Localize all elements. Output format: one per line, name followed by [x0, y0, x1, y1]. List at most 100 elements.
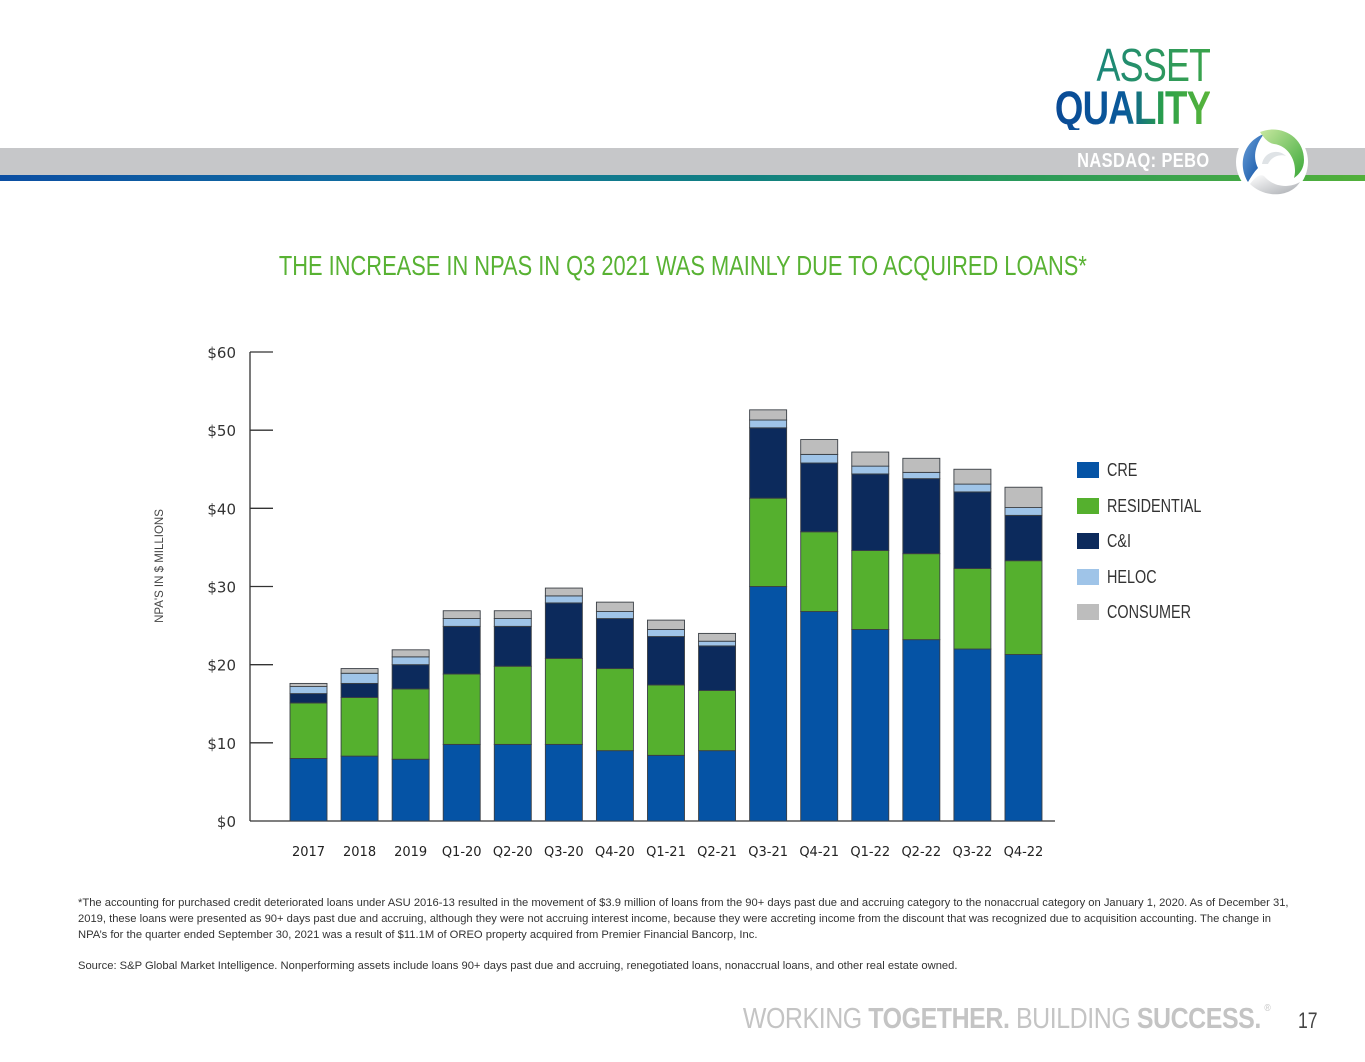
bar-segment-consumer-q4-21 — [800, 439, 839, 455]
x-axis-labels: 2017 2018 2019 Q1-20 Q2-20 Q3-20 Q4-20 Q1-21 Q2-… — [292, 845, 1043, 860]
legend-swatch-heloc — [1077, 568, 1099, 585]
bar-segment-consumer-q3-21 — [749, 409, 788, 421]
bar-segment-heloc-2018 — [340, 672, 379, 684]
bar-stack-q3-20 — [544, 587, 583, 822]
bar-segment-heloc-2019 — [391, 656, 430, 666]
bar-segment-residential-q4-20 — [595, 668, 634, 752]
bar-segment-cre-q3-22 — [953, 648, 992, 822]
bar-segment-cre-q1-20 — [442, 743, 481, 822]
bar-segment-cre-q1-22 — [851, 629, 890, 822]
section-title-line2: QUALITY — [1054, 81, 1211, 135]
bar-segment-consumer-2018 — [340, 668, 379, 674]
bar-segment-ci-q4-21 — [800, 462, 839, 533]
legend-swatch-ci — [1077, 533, 1099, 549]
ticker-label: NASDAQ: PEBO — [1077, 150, 1210, 172]
section-title-line1: ASSET — [1055, 42, 1211, 88]
bar-segment-residential-q3-21 — [749, 497, 788, 587]
bar-segment-ci-q1-22 — [851, 473, 890, 551]
bar-stack-q4-20 — [595, 601, 634, 822]
bar-segment-residential-q3-20 — [544, 657, 583, 745]
bar-segment-heloc-q1-22 — [851, 465, 890, 475]
bar-stack-q2-22 — [902, 457, 941, 822]
bar-segment-residential-q4-22 — [1004, 560, 1043, 655]
bar-segment-heloc-q2-22 — [902, 471, 941, 480]
bar-segment-consumer-q2-21 — [698, 632, 737, 642]
legend-swatch-cre — [1077, 462, 1099, 478]
bar-segment-consumer-2019 — [391, 649, 430, 658]
bar-segment-residential-2019 — [391, 688, 430, 760]
bar-segment-residential-q2-21 — [698, 690, 737, 752]
bar-segment-consumer-q4-20 — [595, 601, 634, 612]
bar-segment-heloc-q4-22 — [1004, 507, 1043, 516]
bar-stack-q4-21 — [800, 439, 839, 822]
y-tick-label: $10 — [207, 735, 236, 753]
bar-segment-residential-q1-20 — [442, 673, 481, 745]
legend-label-cre: CRE — [1107, 460, 1138, 480]
bar-segment-consumer-q1-21 — [647, 619, 685, 630]
legend-label-ci: C&I — [1107, 531, 1132, 551]
x-tick-label: Q1-21 — [646, 845, 686, 860]
bar-segment-ci-q3-21 — [749, 427, 788, 499]
bar-segment-heloc-q1-20 — [442, 618, 481, 627]
x-tick-label: 2018 — [343, 845, 376, 860]
bar-segment-heloc-q3-21 — [749, 419, 788, 429]
x-tick-label: Q3-22 — [953, 845, 993, 860]
bar-stack-q1-21 — [647, 619, 685, 822]
bar-stack-q3-21 — [749, 409, 788, 822]
bar-segment-heloc-q2-21 — [698, 640, 737, 647]
legend-swatch-residential — [1077, 497, 1099, 514]
bar-segment-residential-2018 — [340, 697, 379, 757]
bar-segment-cre-q1-21 — [647, 754, 685, 822]
bar-segment-consumer-2017 — [289, 682, 328, 688]
footnote-text: *The accounting for purchased credit det… — [78, 897, 1289, 941]
bar-segment-heloc-q2-20 — [493, 618, 532, 627]
bar-segment-residential-q4-21 — [800, 531, 839, 612]
x-tick-label: Q1-22 — [850, 845, 890, 860]
bar-segment-cre-q2-20 — [493, 743, 532, 822]
bar-segment-consumer-q2-20 — [493, 610, 532, 619]
bar-segment-heloc-q3-22 — [953, 483, 992, 493]
bar-stack-q2-21 — [698, 632, 737, 822]
bar-segment-ci-q1-21 — [647, 636, 685, 686]
y-axis-label: NPA'S IN $ MILLIONS — [154, 509, 166, 623]
y-tick-label: $60 — [207, 344, 236, 362]
bar-segment-cre-q4-20 — [595, 750, 634, 822]
bar-segment-ci-q2-22 — [902, 478, 941, 555]
y-tick-label: $50 — [207, 422, 236, 440]
bar-series — [289, 409, 1043, 822]
bar-segment-ci-q3-22 — [953, 491, 992, 569]
bar-segment-ci-q4-20 — [595, 618, 634, 670]
x-tick-label: Q2-22 — [901, 845, 941, 860]
footnote: *The accounting for purchased credit det… — [78, 895, 1298, 974]
bar-segment-ci-q3-20 — [544, 602, 583, 659]
legend-label-residential: RESIDENTIAL — [1107, 495, 1202, 516]
bar-segment-cre-q2-21 — [698, 750, 737, 822]
x-tick-label: Q2-20 — [493, 845, 533, 860]
bar-segment-cre-q3-20 — [544, 743, 583, 822]
legend-label-consumer: CONSUMER — [1107, 602, 1192, 622]
bar-stack-q3-22 — [953, 468, 992, 822]
registered-mark: ® — [1264, 1003, 1270, 1014]
x-tick-label: Q4-22 — [1004, 845, 1044, 860]
chart-title: THE INCREASE IN NPAS IN Q3 2021 WAS MAIN… — [278, 250, 1087, 281]
bar-segment-heloc-2017 — [289, 686, 328, 695]
header-gradient-rule — [0, 175, 1365, 181]
bar-segment-heloc-q1-21 — [647, 629, 685, 637]
bar-segment-residential-q1-21 — [647, 684, 685, 756]
tagline: WORKING TOGETHER. BUILDING SUCCESS. ® — [742, 1003, 1271, 1035]
bar-stack-2018 — [340, 668, 379, 822]
bar-segment-cre-2018 — [340, 755, 379, 822]
y-tick-label: $40 — [207, 500, 236, 518]
page-number: 17 — [1298, 1008, 1318, 1033]
bar-segment-residential-q2-22 — [902, 553, 941, 641]
bar-segment-ci-2019 — [391, 664, 430, 690]
x-tick-label: Q4-20 — [595, 845, 635, 860]
bar-segment-cre-q4-21 — [800, 611, 839, 822]
x-tick-label: Q3-21 — [748, 845, 788, 860]
bar-segment-consumer-q2-22 — [902, 457, 941, 473]
legend-swatch-consumer — [1077, 604, 1099, 620]
bar-stack-q1-20 — [442, 610, 481, 822]
bar-segment-residential-q1-22 — [851, 550, 890, 630]
bar-segment-cre-q2-22 — [902, 639, 941, 822]
